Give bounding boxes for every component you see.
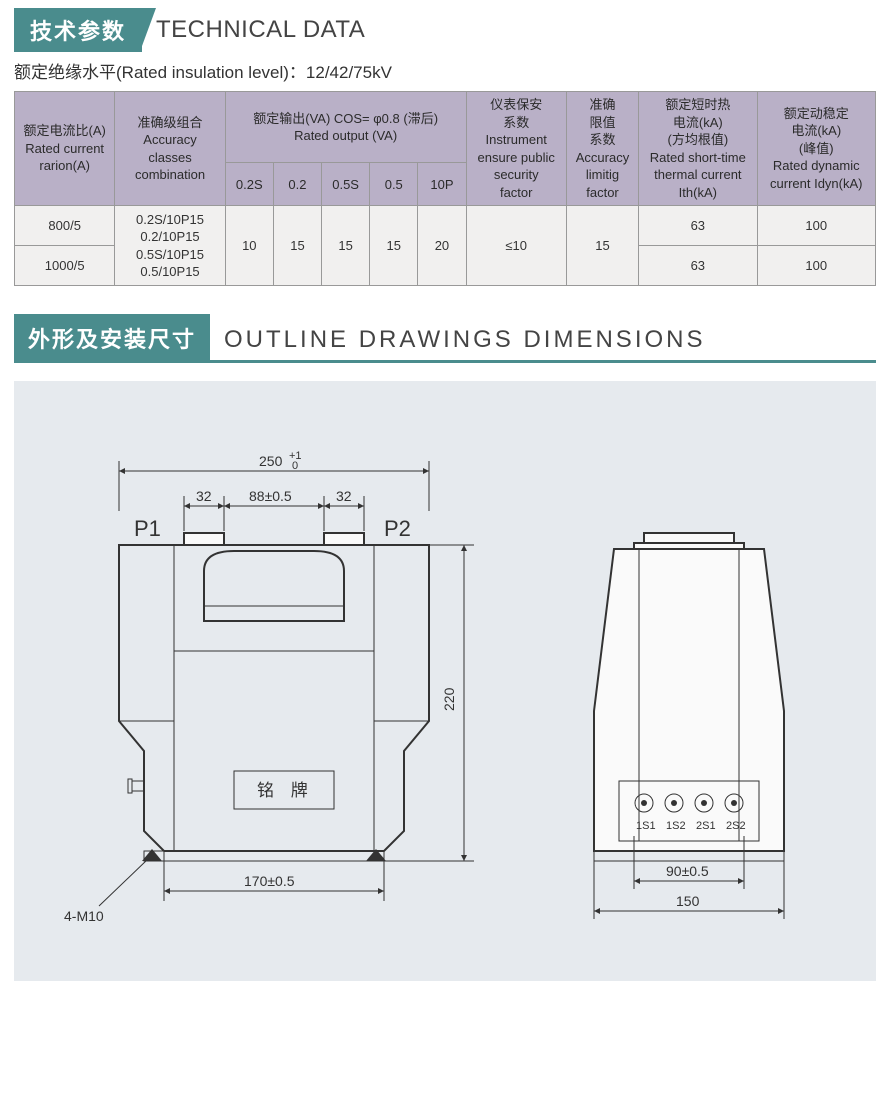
th-rated-current: 额定电流比(A) Rated current rarion(A) [15, 92, 115, 206]
cell-out: 15 [370, 206, 418, 286]
cell-idyn: 100 [757, 246, 875, 286]
th-text: 额定电流比(A) Rated current rarion(A) [24, 123, 106, 173]
section-outline-header: 外形及安装尺寸 OUTLINE DRAWINGS DIMENSIONS [14, 314, 876, 363]
th-dynamic-current: 额定动稳定 电流(kA) (峰值) Rated dynamic current … [757, 92, 875, 206]
label-p1: P1 [134, 516, 161, 541]
cell-ratio: 1000/5 [15, 246, 115, 286]
cell-out: 20 [418, 206, 466, 286]
front-view: 250 +1 0 32 88±0.5 32 P1 P2 铭 牌 [64, 450, 474, 924]
cell-security: ≤10 [466, 206, 566, 286]
th-text: 额定短时热 电流(kA) (方均根值) Rated short-time the… [650, 97, 746, 200]
th-class: 0.2 [273, 163, 321, 206]
dim-88: 88±0.5 [249, 488, 292, 504]
th-class: 0.5 [370, 163, 418, 206]
cell-limiting: 15 [566, 206, 638, 286]
th-text: 额定输出(VA) COS= φ0.8 (滞后) Rated output (VA… [253, 111, 438, 144]
term-label: 1S1 [636, 820, 656, 832]
outline-drawing-svg: 250 +1 0 32 88±0.5 32 P1 P2 铭 牌 [14, 381, 876, 981]
outline-title-en: OUTLINE DRAWINGS DIMENSIONS [224, 326, 705, 360]
cell-ratio: 800/5 [15, 206, 115, 246]
dim-height: 220 [441, 688, 457, 712]
outline-drawing-panel: 250 +1 0 32 88±0.5 32 P1 P2 铭 牌 [14, 381, 876, 981]
section-tech-header: 技术参数 TECHNICAL DATA [14, 8, 876, 52]
th-thermal-current: 额定短时热 电流(kA) (方均根值) Rated short-time the… [639, 92, 757, 206]
cell-out: 15 [322, 206, 370, 286]
cell-out: 15 [273, 206, 321, 286]
term-label: 2S1 [696, 820, 716, 832]
th-text: 仪表保安 系数 Instrument ensure public securit… [478, 97, 555, 200]
table-row: 800/5 0.2S/10P15 0.2/10P15 0.5S/10P15 0.… [15, 206, 876, 246]
th-rated-output: 额定输出(VA) COS= φ0.8 (滞后) Rated output (VA… [225, 92, 466, 163]
dim-32-left: 32 [196, 488, 212, 504]
technical-data-table: 额定电流比(A) Rated current rarion(A) 准确级组合 A… [14, 91, 876, 286]
dim-90: 90±0.5 [666, 863, 709, 879]
dim-150: 150 [676, 893, 700, 909]
th-text: 准确 限值 系数 Accuracy limitig factor [576, 97, 629, 200]
cell-ith: 63 [639, 206, 757, 246]
cell-text: 0.2S/10P15 0.2/10P15 0.5S/10P15 0.5/10P1… [136, 212, 204, 280]
cell-idyn: 100 [757, 206, 875, 246]
th-security-factor: 仪表保安 系数 Instrument ensure public securit… [466, 92, 566, 206]
th-class: 0.2S [225, 163, 273, 206]
th-class: 10P [418, 163, 466, 206]
th-class: 0.5S [322, 163, 370, 206]
th-accuracy-combo: 准确级组合 Accuracy classes combination [115, 92, 225, 206]
dim-tol: +1 0 [289, 450, 302, 472]
cell-accuracy-combo: 0.2S/10P15 0.2/10P15 0.5S/10P15 0.5/10P1… [115, 206, 225, 286]
tech-title-en: TECHNICAL DATA [156, 16, 365, 44]
label-p2: P2 [384, 516, 411, 541]
term-label: 2S2 [726, 820, 746, 832]
outline-badge: 外形及安装尺寸 [14, 314, 210, 360]
nameplate-label: 铭 牌 [257, 781, 314, 800]
cell-out: 10 [225, 206, 273, 286]
insulation-level-line: 额定绝缘水平(Rated insulation level)：12/42/75k… [14, 58, 876, 83]
bolt-note: 4-M10 [64, 908, 104, 924]
th-limiting-factor: 准确 限值 系数 Accuracy limitig factor [566, 92, 638, 206]
tech-badge: 技术参数 [14, 8, 142, 52]
dim-overall-width: 250 [259, 453, 283, 469]
th-text: 额定动稳定 电流(kA) (峰值) Rated dynamic current … [770, 106, 862, 191]
side-view: 1S1 1S2 2S1 2S2 90±0.5 150 [594, 533, 784, 919]
dim-32-right: 32 [336, 488, 352, 504]
dim-base-170: 170±0.5 [244, 873, 295, 889]
cell-ith: 63 [639, 246, 757, 286]
term-label: 1S2 [666, 820, 686, 832]
th-text: 准确级组合 Accuracy classes combination [135, 115, 205, 183]
